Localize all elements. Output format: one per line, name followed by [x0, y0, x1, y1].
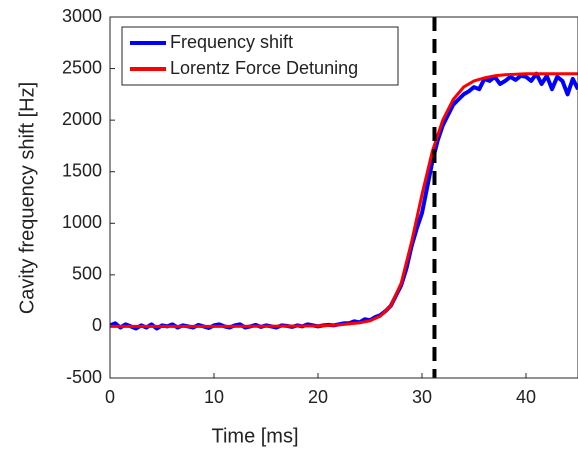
- y-tick-label: -500: [66, 367, 102, 387]
- y-axis-label: Cavity frequency shift [Hz]: [16, 82, 38, 314]
- x-tick-label: 0: [105, 387, 115, 407]
- y-tick-label: 2000: [62, 109, 102, 129]
- legend-label: Frequency shift: [170, 32, 293, 52]
- x-tick-label: 10: [204, 387, 224, 407]
- y-tick-label: 3000: [62, 6, 102, 26]
- legend: Frequency shift Lorentz Force Detuning: [121, 26, 399, 86]
- x-tick-label: 40: [516, 387, 536, 407]
- x-tick-label: 30: [412, 387, 432, 407]
- y-tick-label: 1000: [62, 212, 102, 232]
- legend-label: Lorentz Force Detuning: [170, 58, 358, 78]
- series-line: [110, 72, 578, 328]
- y-tick-label: 0: [92, 315, 102, 335]
- legend-box: [121, 26, 399, 86]
- axes-box: [109, 16, 578, 379]
- y-tick-label: 1500: [62, 160, 102, 180]
- y-tick-label: 500: [72, 264, 102, 284]
- y-tick-label: 2500: [62, 57, 102, 77]
- x-axis-label: Time [ms]: [211, 425, 298, 447]
- x-tick-label: 20: [308, 387, 328, 407]
